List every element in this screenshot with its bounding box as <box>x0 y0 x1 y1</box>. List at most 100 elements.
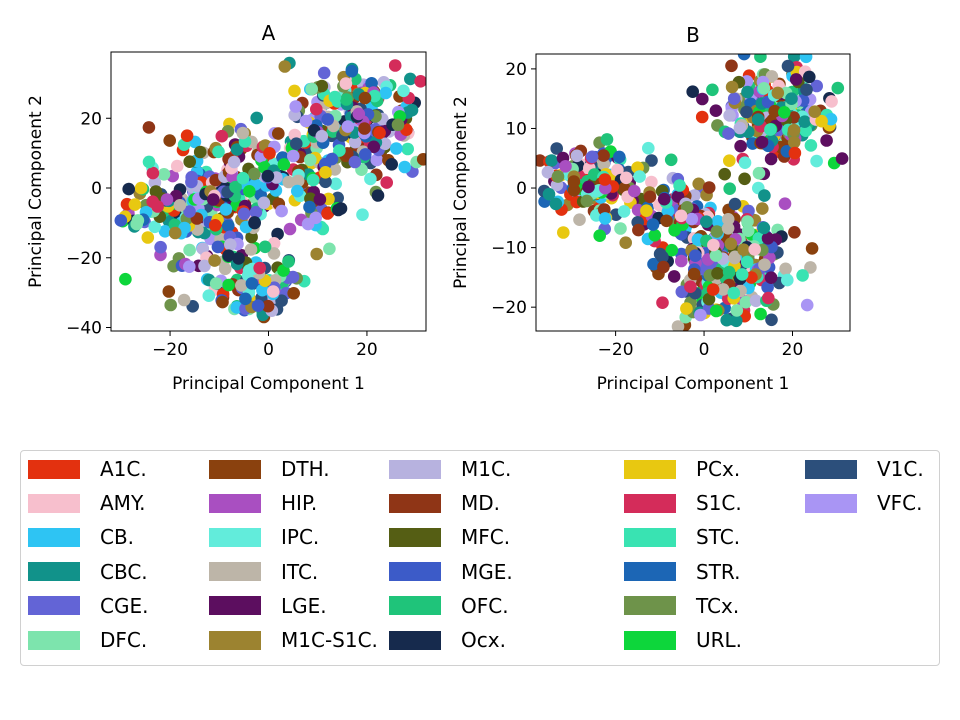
data-point <box>163 134 176 147</box>
legend-label: Ocx. <box>461 628 506 652</box>
data-point <box>306 173 320 187</box>
data-point <box>275 204 288 218</box>
y-tick-label: −10 <box>491 239 527 259</box>
data-point <box>130 217 143 231</box>
data-point <box>764 271 778 285</box>
data-point <box>256 283 269 297</box>
legend-label: STC. <box>696 525 741 550</box>
data-point <box>706 283 720 296</box>
x-tick-label: 20 <box>356 340 378 360</box>
data-point <box>356 208 369 221</box>
data-point <box>236 171 250 185</box>
data-point <box>158 225 172 238</box>
data-point <box>198 259 211 273</box>
data-point <box>580 194 594 208</box>
scatter-points <box>114 56 426 324</box>
data-point <box>310 247 324 261</box>
legend-item: STC. <box>624 524 740 550</box>
legend-swatch <box>389 459 441 479</box>
data-point <box>700 215 713 228</box>
data-point <box>694 308 707 322</box>
data-point <box>710 225 724 238</box>
data-point <box>788 226 801 239</box>
data-point <box>642 141 655 155</box>
legend-swatch <box>209 596 261 616</box>
data-point <box>218 262 232 276</box>
data-point <box>288 84 301 98</box>
data-point <box>303 200 316 214</box>
x-tick-label: 0 <box>263 340 274 360</box>
data-point <box>720 313 733 327</box>
y-tick-label: −20 <box>66 249 102 269</box>
data-point <box>660 214 673 228</box>
data-point <box>549 197 563 211</box>
legend-item: ITC. <box>209 559 318 585</box>
data-point <box>740 105 753 119</box>
legend: A1C. AMY. CB. CBC. CGE. DFC. DTH. HIP. IPC. ITC. L… <box>20 450 940 666</box>
data-point <box>263 147 276 160</box>
data-point <box>352 107 366 121</box>
data-point <box>317 66 331 80</box>
legend-label: OFC. <box>461 593 509 618</box>
data-point <box>567 175 581 188</box>
data-point <box>248 216 261 229</box>
legend-label: CBC. <box>100 559 148 584</box>
data-point <box>321 113 335 126</box>
data-point <box>733 121 747 135</box>
chart-title: A <box>262 21 276 45</box>
data-point <box>331 191 345 205</box>
data-point <box>230 143 244 156</box>
data-point <box>645 154 658 167</box>
legend-item: PCx. <box>624 456 740 482</box>
legend-item: S1C. <box>624 490 742 516</box>
data-point <box>119 272 132 286</box>
legend-item: MFC. <box>389 524 510 550</box>
data-point <box>709 104 723 117</box>
legend-item: DFC. <box>28 627 147 653</box>
y-tick-label: −20 <box>491 298 527 318</box>
data-point <box>319 166 332 179</box>
data-point <box>800 83 813 96</box>
data-point <box>235 279 248 292</box>
legend-swatch <box>28 596 80 616</box>
data-point <box>657 260 670 274</box>
data-point <box>368 89 381 103</box>
data-point <box>771 86 785 100</box>
data-point <box>146 166 160 180</box>
data-point <box>299 114 313 128</box>
y-axis-label: Principal Component 2 <box>26 95 46 288</box>
data-point <box>151 200 164 213</box>
legend-item: M1C. <box>389 456 511 482</box>
data-point <box>721 222 735 235</box>
data-point <box>724 237 738 251</box>
legend-label: M1C-S1C. <box>281 628 378 652</box>
data-point <box>831 81 845 95</box>
data-point <box>739 295 753 309</box>
legend-swatch <box>624 562 676 582</box>
data-point <box>787 136 801 149</box>
legend-swatch <box>624 493 676 513</box>
data-point <box>250 111 263 125</box>
data-point <box>398 160 412 174</box>
data-point <box>593 229 606 242</box>
data-point <box>632 223 645 237</box>
x-tick-label: −20 <box>152 340 188 360</box>
legend-item: V1C. <box>805 456 924 482</box>
data-point <box>261 169 275 183</box>
legend-item: A1C. <box>28 456 147 482</box>
legend-item: MGE. <box>389 559 513 585</box>
legend-label: M1C. <box>461 457 512 481</box>
data-point <box>645 175 658 189</box>
data-point <box>183 205 196 218</box>
data-point <box>334 202 348 215</box>
data-point <box>741 85 754 99</box>
data-point <box>157 168 171 181</box>
legend-label: V1C. <box>877 457 924 481</box>
y-tick-label: 20 <box>505 60 527 80</box>
data-point <box>762 291 775 305</box>
data-point <box>778 106 791 119</box>
y-tick-label: 10 <box>505 119 527 139</box>
data-point <box>367 140 381 154</box>
data-point <box>212 145 225 159</box>
legend-swatch <box>209 459 261 479</box>
